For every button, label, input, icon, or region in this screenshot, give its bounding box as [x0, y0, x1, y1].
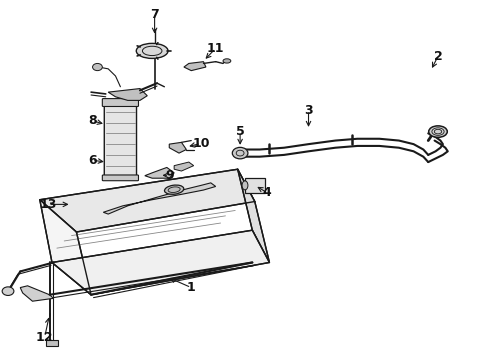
- Ellipse shape: [223, 59, 231, 63]
- Polygon shape: [145, 167, 174, 178]
- Circle shape: [2, 287, 14, 296]
- Polygon shape: [108, 89, 147, 100]
- Polygon shape: [245, 178, 265, 193]
- Polygon shape: [52, 230, 270, 295]
- FancyBboxPatch shape: [102, 175, 139, 181]
- Polygon shape: [169, 142, 186, 153]
- Text: 10: 10: [192, 137, 210, 150]
- Text: 7: 7: [150, 8, 159, 21]
- Ellipse shape: [136, 43, 168, 58]
- Bar: [46, 339, 58, 346]
- Polygon shape: [103, 183, 216, 214]
- Ellipse shape: [242, 181, 248, 190]
- Polygon shape: [40, 200, 91, 295]
- Text: 3: 3: [304, 104, 313, 117]
- Circle shape: [232, 147, 248, 159]
- Text: 5: 5: [236, 125, 245, 138]
- Text: 8: 8: [88, 114, 97, 127]
- Polygon shape: [40, 169, 255, 232]
- Polygon shape: [184, 62, 206, 71]
- Text: 11: 11: [207, 42, 224, 55]
- Text: 6: 6: [88, 154, 97, 167]
- Polygon shape: [20, 286, 53, 301]
- Polygon shape: [174, 162, 194, 171]
- Ellipse shape: [429, 126, 447, 137]
- Ellipse shape: [165, 185, 184, 194]
- FancyBboxPatch shape: [102, 99, 139, 107]
- FancyBboxPatch shape: [104, 102, 137, 179]
- Text: 13: 13: [39, 198, 57, 211]
- Text: 12: 12: [36, 330, 53, 343]
- Text: 4: 4: [263, 186, 271, 199]
- Text: 1: 1: [187, 281, 196, 294]
- Circle shape: [93, 63, 102, 71]
- Text: 2: 2: [434, 50, 442, 63]
- Text: 9: 9: [165, 169, 173, 182]
- Polygon shape: [238, 169, 270, 262]
